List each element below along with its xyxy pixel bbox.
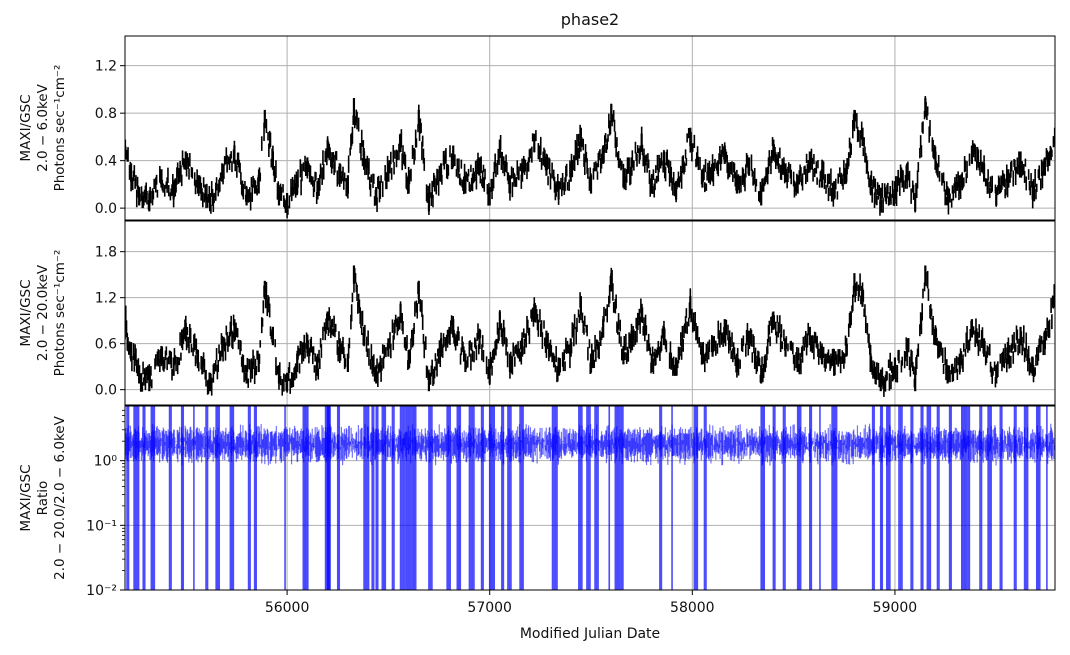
y-axis-label: MAXI/GSC (18, 94, 34, 161)
y-tick-label: 10⁻¹ (86, 518, 117, 534)
y-axis-label: 2.0 − 20.0/2.0 − 6.0keV (52, 415, 68, 579)
x-tick-label: 59000 (873, 600, 918, 616)
panel-flux-2-20kev: 0.0 0.6 1.2 1.8 MAXI/GSC 2.0 − 20.0keV Photons… (18, 220, 1056, 406)
y-axis-label: Photons sec⁻¹cm⁻² (52, 250, 68, 377)
panel-flux-2-6kev: 0.0 0.4 0.8 1.2 MAXI/GSC 2.0 − 6.0keV Photons … (18, 35, 1056, 221)
y-axis-label: Photons sec⁻¹cm⁻² (52, 65, 68, 192)
y-tick-label: 10⁻² (86, 583, 117, 599)
panel-frame (124, 405, 1056, 591)
y-tick-label: 0.8 (95, 106, 117, 122)
x-tick-label: 57000 (467, 600, 512, 616)
y-axis-label: 2.0 − 20.0keV (35, 264, 51, 361)
data-layer (125, 406, 1055, 590)
x-axis-ticks: 56000 57000 58000 59000 (265, 590, 917, 616)
y-tick-label: 1.2 (95, 291, 117, 307)
y-tick-label: 0.0 (95, 383, 117, 399)
panel-frame (124, 220, 1056, 406)
data-layer (125, 96, 1055, 219)
y-tick-label: 1.8 (95, 245, 117, 261)
y-tick-label: 0.4 (95, 154, 117, 170)
y-tick-label: 1.2 (95, 59, 117, 75)
x-axis-label: Modified Julian Date (520, 626, 660, 642)
y-tick-label: 10⁰ (94, 454, 118, 470)
y-axis-label: Ratio (35, 481, 51, 516)
y-axis-label: MAXI/GSC (18, 464, 34, 531)
y-axis-label: MAXI/GSC (18, 279, 34, 346)
y-axis-label: 2.0 − 6.0keV (35, 83, 51, 171)
x-tick-label: 56000 (265, 600, 310, 616)
data-layer (125, 265, 1055, 397)
y-tick-label: 0.6 (95, 337, 117, 353)
x-tick-label: 58000 (670, 600, 715, 616)
panel-hardness-ratio: 10⁻² 10⁻¹ 10⁰ MAXI/GSC Ratio 2.0 − 20.0/2.0 −… (18, 405, 1056, 599)
y-tick-label: 0.0 (95, 201, 117, 217)
chart-title: phase2 (561, 10, 619, 29)
panel-frame (124, 35, 1056, 221)
